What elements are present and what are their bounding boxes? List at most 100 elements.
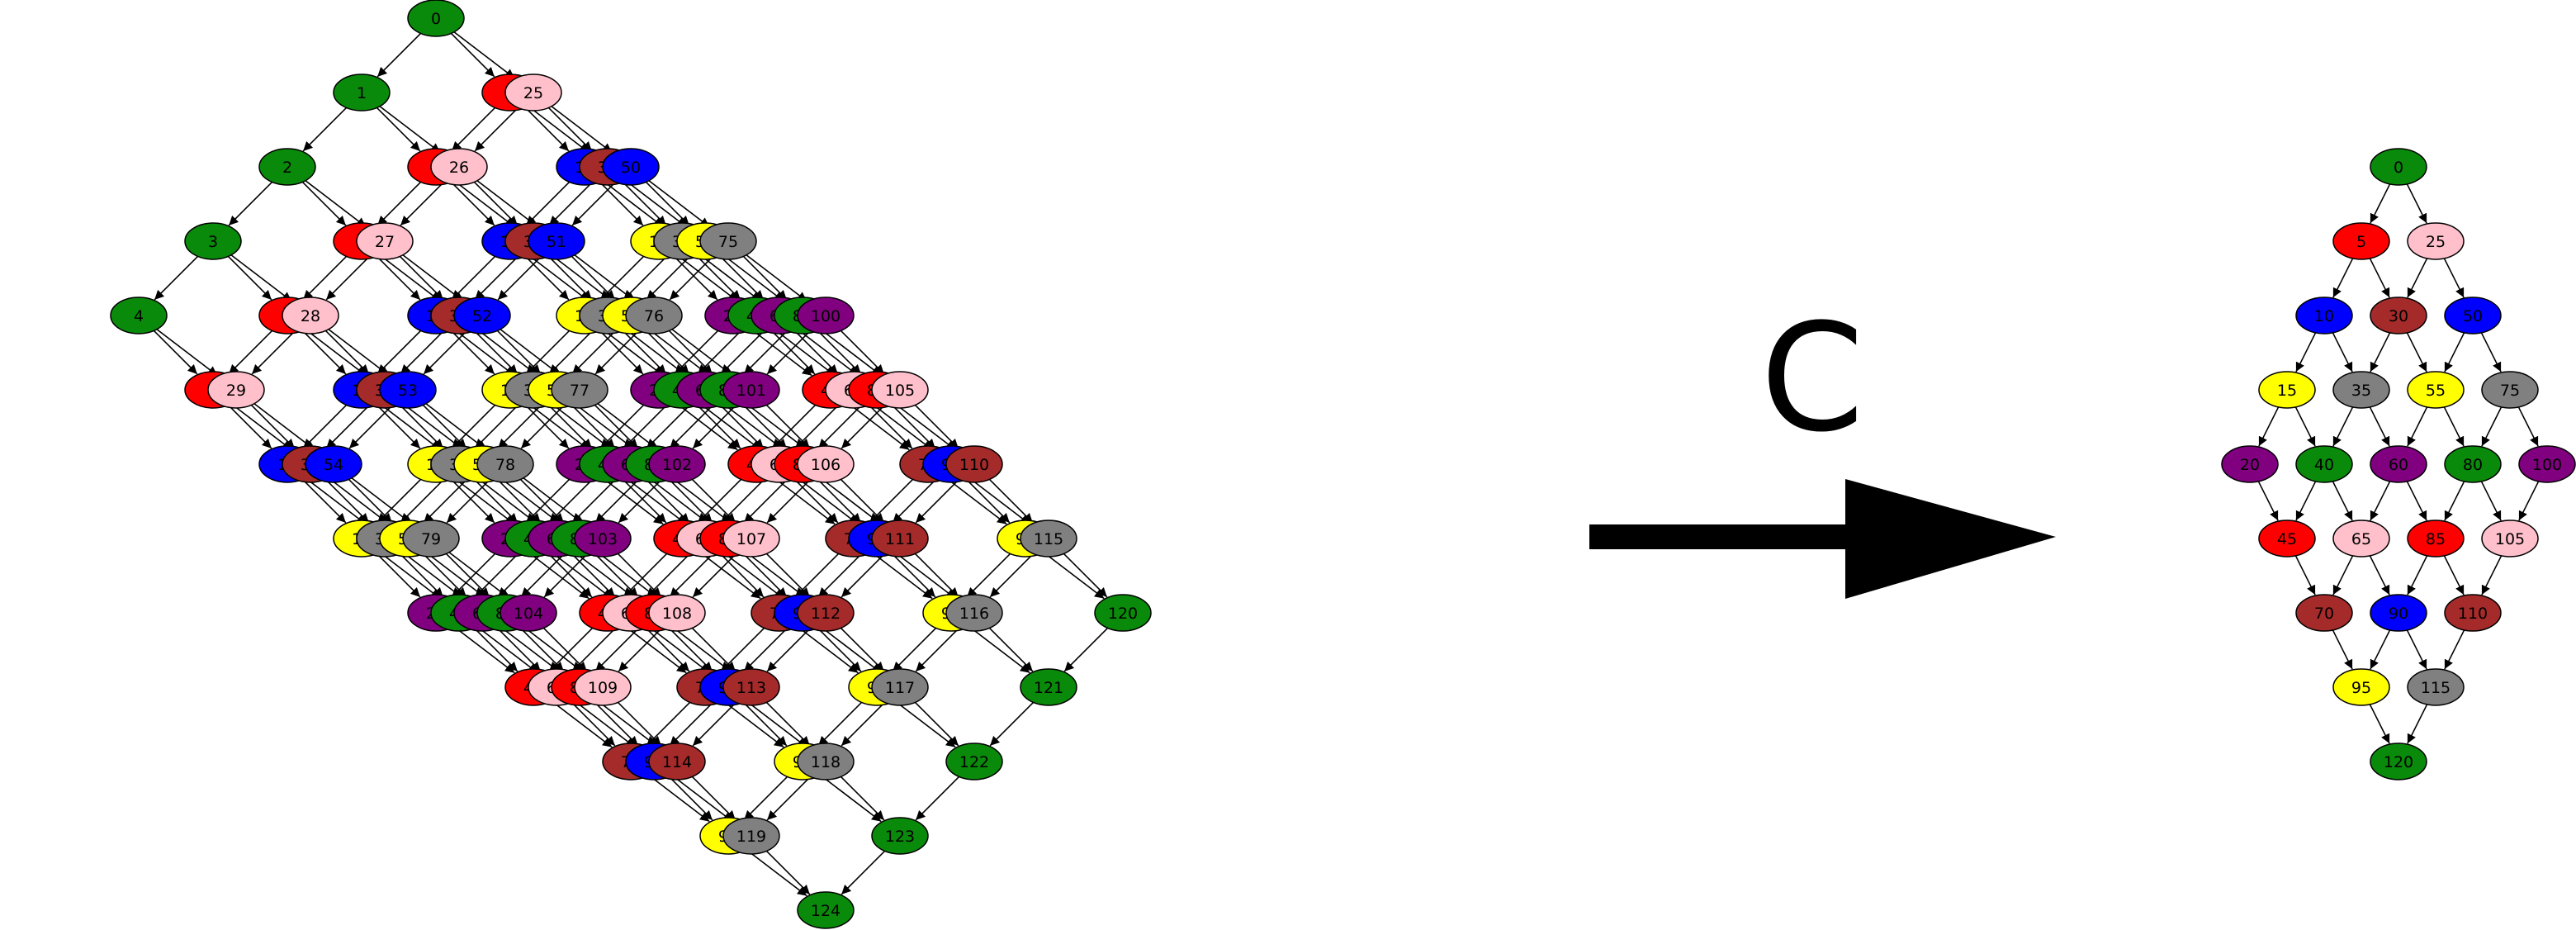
right-node-shape [2258,520,2316,558]
right-edge-10-15 [2295,332,2317,372]
left-edge-77-82 [594,404,639,449]
left-edge-63-88 [574,552,636,600]
right-edge-30-35 [2370,332,2391,372]
left-edge-110-111 [915,478,960,524]
left-edge-73-74 [646,701,691,747]
right-node-95: 95 [2332,668,2390,706]
left-edge-106-111 [840,478,885,524]
left-node-51: 51 [528,222,585,260]
left-edge-107-108 [692,553,737,598]
left-edge-21-22 [599,404,645,449]
left-edge-76-77 [594,330,640,375]
right-node-label: 5 [2356,233,2366,251]
left-edge-105-110 [914,404,959,449]
left-node-122: 122 [945,743,1003,781]
right-node-25: 25 [2407,222,2465,260]
left-edge-5-30 [528,106,590,154]
left-node-shape [379,371,437,409]
left-edge-90-91 [892,478,937,524]
left-edge-18-43 [453,477,515,525]
right-node-115: 115 [2407,668,2465,706]
left-edge-63-64 [497,553,542,598]
left-node-label: 27 [375,233,395,251]
left-edge-66-67 [720,478,765,524]
left-edge-13-18 [376,404,421,449]
left-edge-3-8 [227,255,272,301]
left-edge-26-31 [473,181,519,226]
left-edge-16-41 [602,329,664,377]
left-edge-90-115 [968,477,1030,525]
left-edge-22-23 [525,478,571,524]
left-node-109: 109 [574,668,632,706]
left-edge-58-83 [500,477,561,525]
left-edge-55-80 [722,254,784,302]
left-edge-30-55 [625,180,687,228]
left-node-shape [871,520,929,558]
left-node-label: 51 [547,233,566,251]
left-edge-67-68 [646,553,691,598]
right-node-5: 5 [2332,222,2390,260]
left-edge-28-53 [328,329,390,377]
left-edge-84-89 [519,627,565,672]
left-edge-123-124 [841,850,886,895]
left-node-shape [945,594,1003,632]
left-edge-14-39 [305,477,367,525]
left-edge-8-13 [301,330,347,375]
right-edge-55-80 [2443,406,2465,447]
right-edge-75-80 [2481,406,2503,447]
left-edge-85-90 [891,404,936,449]
left-node-shape [305,445,362,483]
right-edge-45-70 [2294,555,2316,595]
left-node-27: 27 [356,222,414,260]
left-edge-81-106 [746,403,807,451]
left-node-shape [1094,594,1152,632]
left-edge-102-103 [618,478,663,524]
left-node-shape [407,0,465,37]
left-edge-102-107 [691,478,736,524]
left-edge-22-47 [602,477,664,525]
right-edge-110-115 [2444,629,2465,670]
right-node-label: 105 [2495,530,2525,548]
left-node-label: 102 [662,456,692,474]
right-node-label: 15 [2277,382,2297,400]
left-node-label: 79 [421,530,441,548]
right-edge-65-70 [2332,555,2354,595]
left-node-shape [551,371,608,409]
left-edge-67-92 [722,552,784,600]
left-node-shape [648,594,706,632]
left-edge-55-56 [646,255,691,301]
left-edge-83-84 [520,553,566,598]
right-node-shape [2295,445,2353,483]
left-edge-43-48 [547,553,593,598]
left-edge-67-72 [719,553,765,598]
left-edge-17-18 [451,404,496,449]
left-edge-35-36 [623,255,668,301]
left-edge-81-86 [742,404,788,449]
left-edge-64-69 [496,627,542,672]
left-edge-12-17 [450,330,495,375]
left-edge-65-70 [868,404,913,449]
left-edge-94-119 [671,775,733,823]
right-edge-25-50 [2443,258,2465,298]
left-edge-38-39 [400,478,445,524]
right-edge-85-110 [2443,555,2465,595]
left-node-label: 109 [588,679,618,697]
left-edge-38-43 [473,478,519,524]
left-edge-54-59 [348,478,393,524]
left-edge-119-124 [765,850,811,895]
left-node-25: 25 [504,74,562,112]
left-edge-17-22 [524,404,570,449]
left-edge-20-45 [751,329,812,377]
left-edge-9-34 [230,403,292,451]
left-node-shape [648,743,706,781]
left-edge-42-47 [622,478,667,524]
left-node-shape [945,445,1003,483]
left-edge-30-31 [548,181,594,226]
right-node-120: 120 [2370,743,2427,781]
left-edge-24-49 [453,626,515,674]
right-node-label: 65 [2351,530,2371,548]
left-edge-0-25 [453,31,515,79]
left-edge-52-53 [423,330,468,375]
right-node-shape [2258,371,2316,409]
right-edge-105-110 [2481,555,2503,595]
